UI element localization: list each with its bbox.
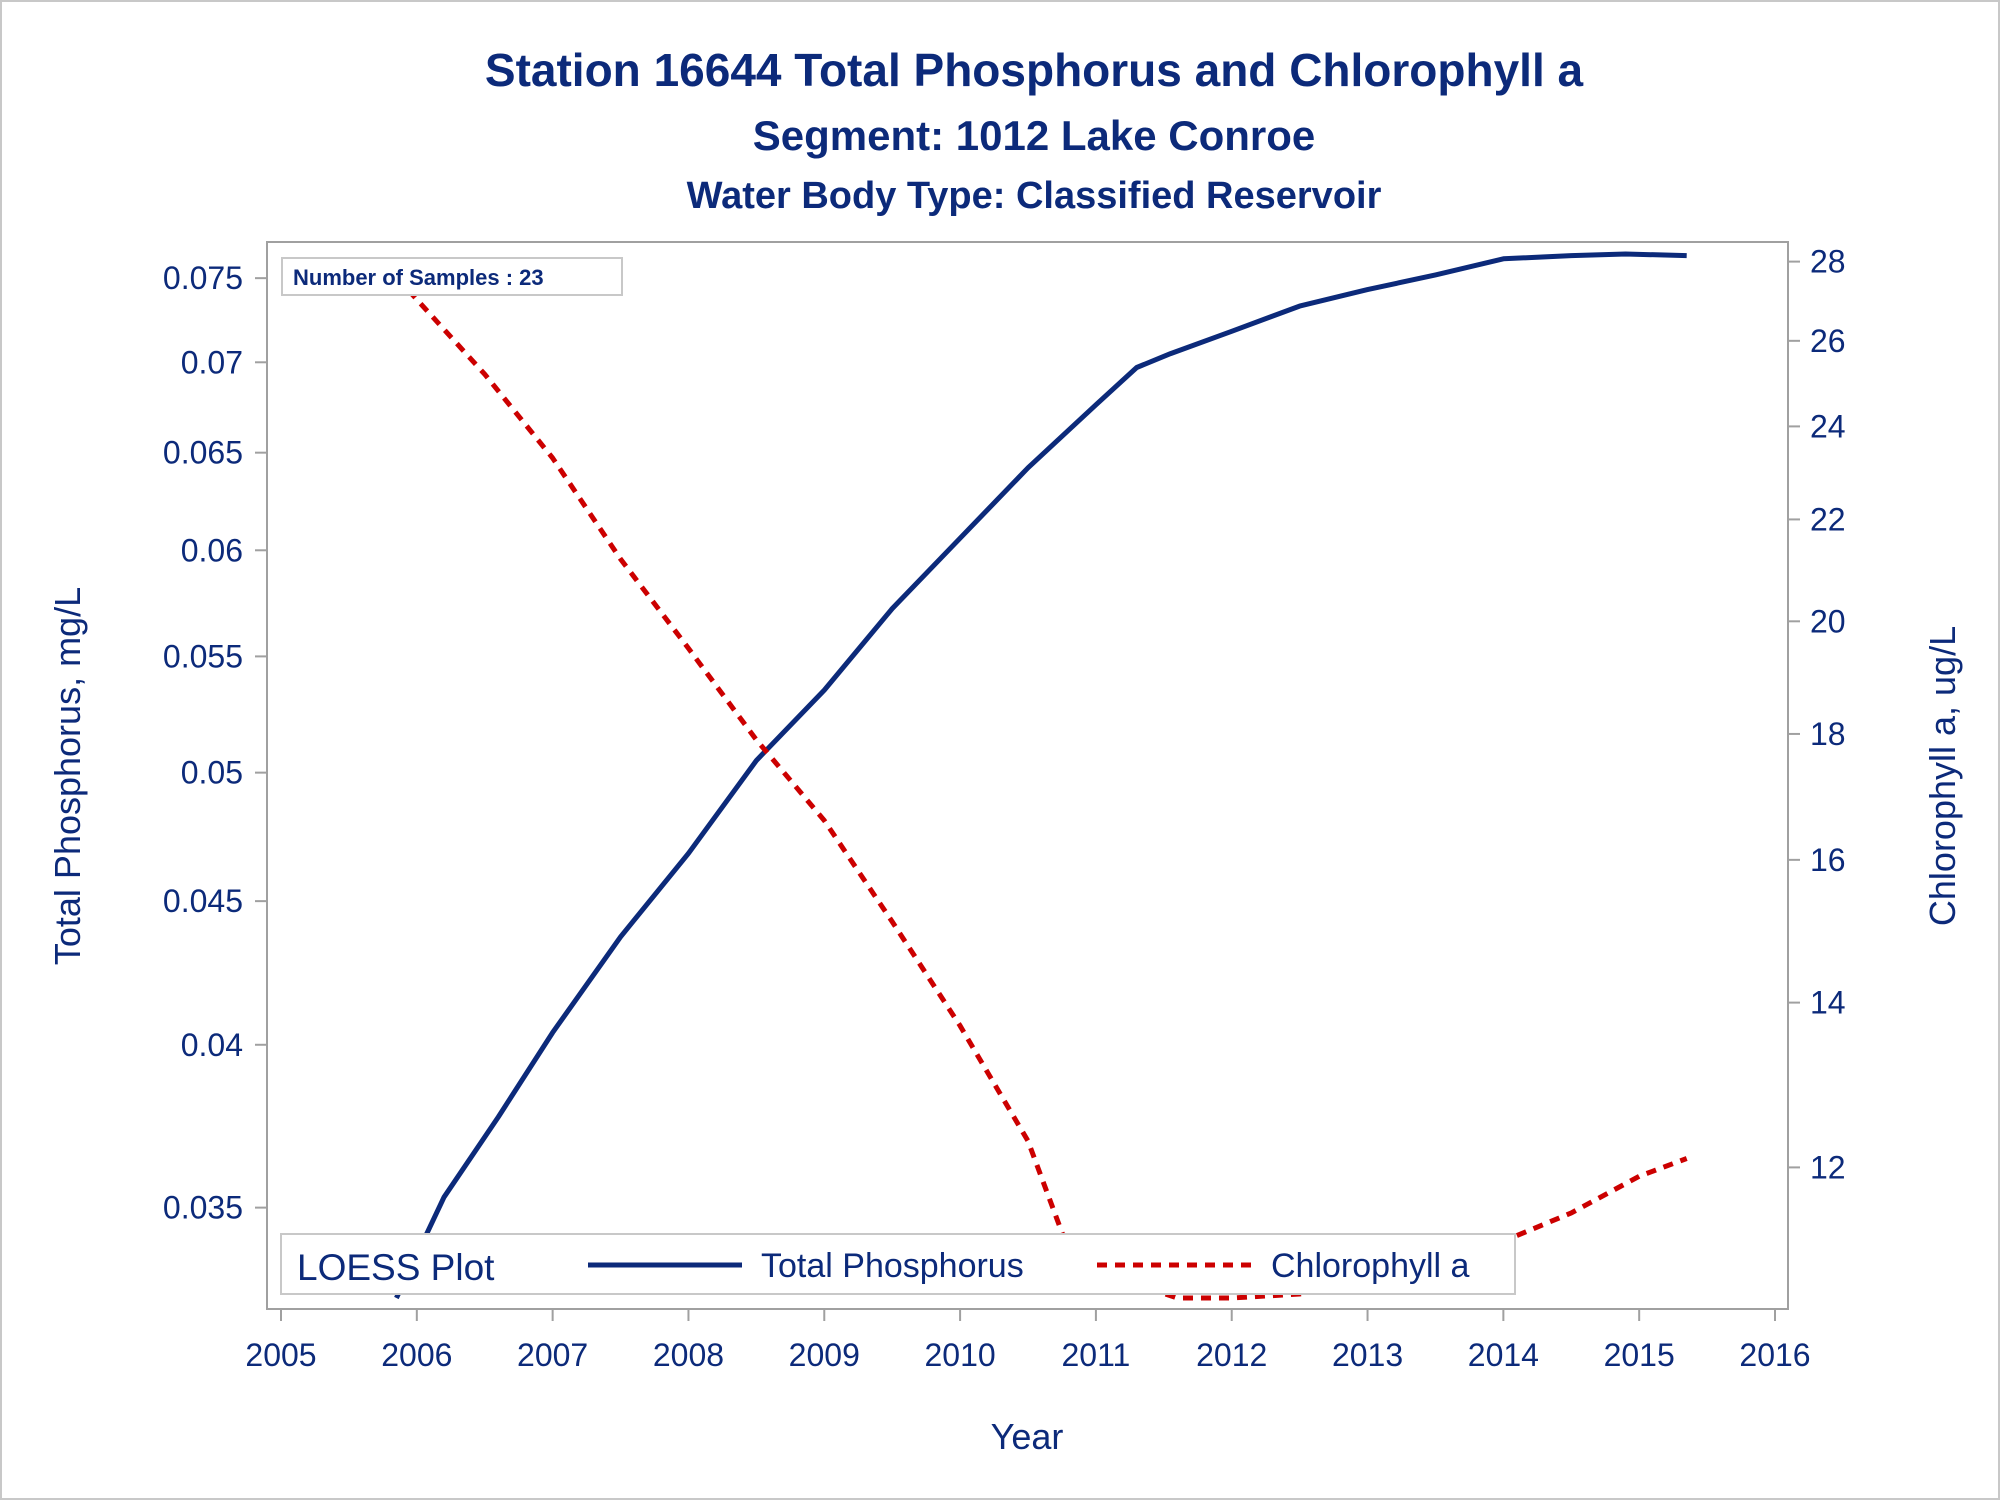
chart-subtitle-segment: Segment: 1012 Lake Conroe [753, 112, 1316, 159]
x-tick-label: 2008 [653, 1337, 724, 1373]
y-tick-label: 0.035 [163, 1190, 243, 1226]
y-tick-label: 0.075 [163, 260, 243, 296]
chart-subtitle-waterbody: Water Body Type: Classified Reservoir [687, 175, 1382, 217]
y-tick-label: 0.065 [163, 435, 243, 471]
sample-count-text: Number of Samples : 23 [293, 265, 544, 290]
x-tick-label: 2010 [924, 1337, 995, 1373]
y2-tick-label: 18 [1810, 716, 1846, 752]
y-tick-label: 0.04 [181, 1027, 243, 1063]
y-axis-label: Total Phosphorus, mg/L [47, 587, 88, 965]
y-tick-label: 0.05 [181, 755, 243, 791]
chart-title: Station 16644 Total Phosphorus and Chlor… [485, 44, 1584, 96]
y2-tick-label: 24 [1810, 408, 1846, 444]
plot-area [266, 241, 1789, 1310]
x-tick-label: 2013 [1332, 1337, 1403, 1373]
x-tick-label: 2011 [1062, 1337, 1131, 1373]
legend-label-chlorophyll-a: Chlorophyll a [1271, 1247, 1470, 1285]
y2-tick-label: 28 [1810, 244, 1846, 280]
sample-count-border [281, 257, 623, 296]
y2-tick-label: 12 [1810, 1149, 1846, 1185]
y2-axis-label: Chlorophyll a, ug/L [1922, 626, 1963, 926]
y2-tick-label: 20 [1810, 603, 1846, 639]
y-axis-right: 12 14 16 18 20 22 24 26 28 [1788, 244, 1846, 1185]
y-axis-left: 0.035 0.04 0.045 0.05 0.055 0.06 0.065 0.07 0.07… [163, 260, 267, 1226]
x-tick-label: 2009 [789, 1337, 860, 1373]
legend-label-total-phosphorus: Total Phosphorus [761, 1247, 1024, 1285]
x-tick-label: 2007 [517, 1337, 588, 1373]
legend-border [280, 1233, 1516, 1295]
y2-tick-label: 16 [1810, 842, 1846, 878]
x-tick-label: 2015 [1604, 1337, 1675, 1373]
x-tick-label: 2012 [1196, 1337, 1267, 1373]
sample-count-box: Number of Samples : 23 [281, 257, 623, 296]
y2-tick-label: 14 [1810, 985, 1846, 1021]
series-layer [394, 251, 1688, 1301]
y2-tick-label: 22 [1810, 501, 1846, 537]
y-tick-label: 0.06 [181, 532, 243, 568]
x-tick-label: 2014 [1468, 1337, 1539, 1373]
legend: LOESS Plot Total Phosphorus Chlorophyll … [280, 1233, 1516, 1295]
y2-tick-label: 26 [1810, 323, 1846, 359]
x-axis: 2005 2006 2007 2008 2009 2010 2011 2012 2013 2014… [245, 1309, 1811, 1373]
x-axis-label: Year [991, 1416, 1064, 1457]
y-tick-label: 0.055 [163, 638, 243, 674]
y-tick-label: 0.07 [181, 344, 243, 380]
y-tick-label: 0.045 [163, 883, 243, 919]
x-tick-label: 2016 [1739, 1337, 1810, 1373]
legend-title: LOESS Plot [297, 1247, 495, 1288]
series-line-total-phosphorus [394, 251, 1687, 1300]
x-tick-label: 2006 [381, 1337, 452, 1373]
series-line-chlorophyll-a [394, 275, 1688, 1301]
x-tick-label: 2005 [245, 1337, 316, 1373]
